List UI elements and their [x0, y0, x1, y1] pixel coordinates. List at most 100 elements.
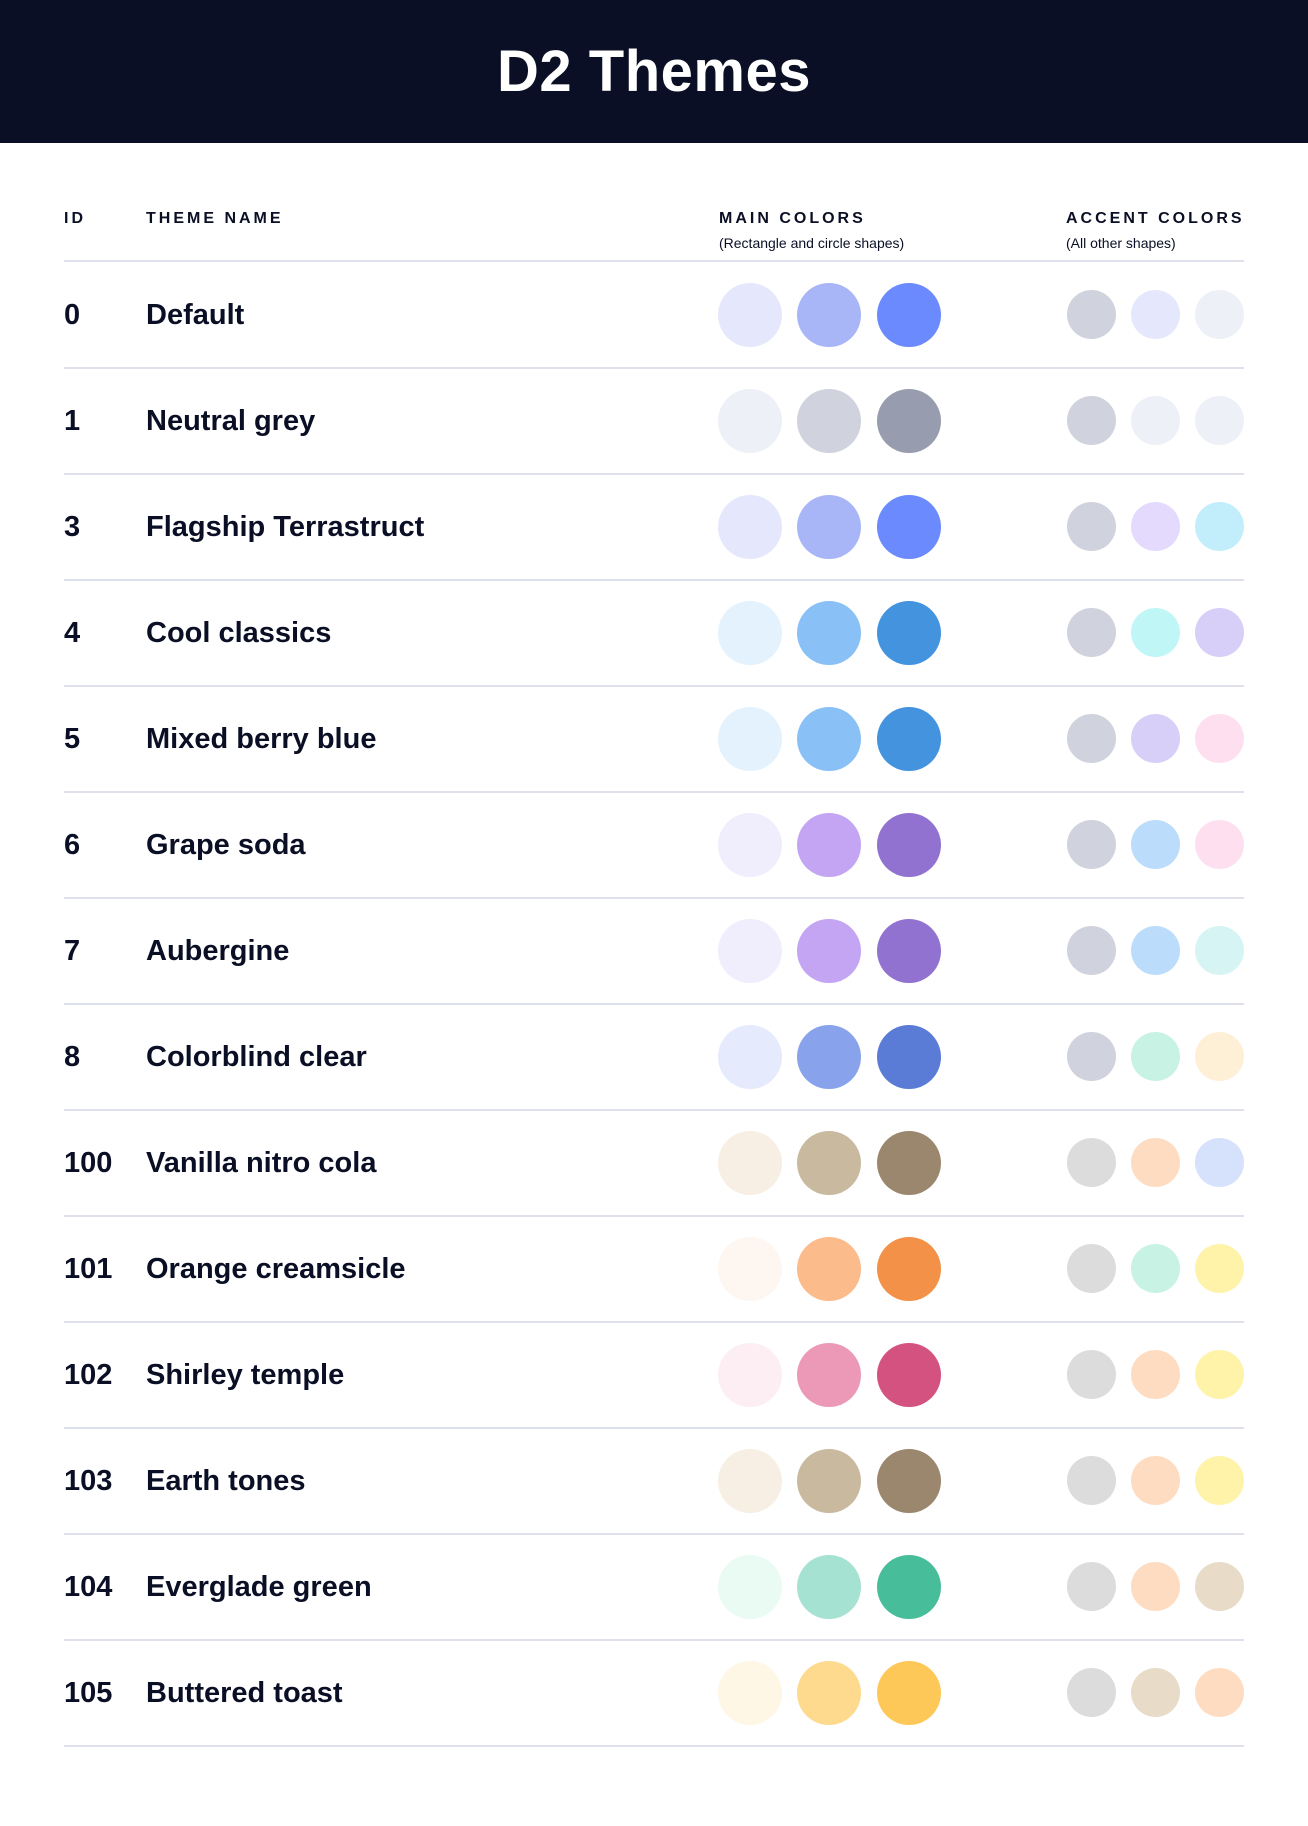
theme-name: Aubergine [146, 935, 290, 967]
theme-id: 104 [64, 1571, 113, 1603]
accent-color-swatch [1067, 1562, 1116, 1611]
column-header-main-colors: MAIN COLORS [719, 210, 866, 227]
accent-color-swatch [1067, 608, 1116, 657]
main-color-swatch [877, 919, 941, 983]
page-title: D2 Themes [497, 39, 811, 104]
accent-color-swatch [1131, 1350, 1180, 1399]
theme-row: 105 Buttered toast [0, 1640, 1308, 1747]
accent-color-swatch [1195, 714, 1244, 763]
theme-id: 100 [64, 1147, 113, 1179]
theme-name: Default [146, 299, 245, 331]
accent-color-swatch [1067, 1032, 1116, 1081]
theme-id: 6 [64, 829, 81, 861]
main-color-swatch [797, 601, 861, 665]
main-color-swatch [718, 1343, 782, 1407]
row-divider [64, 791, 1244, 793]
main-color-swatch [797, 707, 861, 771]
theme-name: Orange creamsicle [146, 1253, 406, 1285]
main-color-swatch [797, 1131, 861, 1195]
accent-color-swatch [1195, 502, 1244, 551]
accent-color-swatch [1131, 1032, 1180, 1081]
accent-color-swatch [1195, 608, 1244, 657]
accent-color-swatch [1131, 1138, 1180, 1187]
main-color-swatch [718, 601, 782, 665]
theme-id: 105 [64, 1677, 113, 1709]
row-divider [64, 1321, 1244, 1323]
accent-color-swatch [1067, 502, 1116, 551]
main-color-swatch [877, 495, 941, 559]
main-color-swatch [797, 1025, 861, 1089]
theme-id: 8 [64, 1041, 81, 1073]
accent-color-swatch [1195, 1562, 1244, 1611]
main-color-swatch [718, 389, 782, 453]
row-divider [64, 1215, 1244, 1217]
main-color-swatch [797, 1237, 861, 1301]
main-color-swatch [718, 495, 782, 559]
row-divider [64, 473, 1244, 475]
main-color-swatch [877, 1131, 941, 1195]
theme-row: 8 Colorblind clear [0, 1004, 1308, 1111]
main-color-swatch [718, 1555, 782, 1619]
theme-name: Colorblind clear [146, 1041, 367, 1073]
main-color-swatch [877, 707, 941, 771]
row-divider [64, 579, 1244, 581]
accent-color-swatch [1067, 1668, 1116, 1717]
theme-id: 1 [64, 405, 81, 437]
row-divider [64, 1745, 1244, 1747]
accent-color-swatch [1131, 926, 1180, 975]
theme-row: 6 Grape soda [0, 792, 1308, 899]
main-color-swatch [718, 1449, 782, 1513]
main-color-swatch [718, 707, 782, 771]
accent-color-swatch [1195, 290, 1244, 339]
theme-row: 4 Cool classics [0, 580, 1308, 687]
theme-name: Everglade green [146, 1571, 372, 1603]
accent-color-swatch [1067, 1244, 1116, 1293]
accent-color-swatch [1067, 926, 1116, 975]
theme-id: 3 [64, 511, 81, 543]
main-color-swatch [718, 1131, 782, 1195]
theme-id: 0 [64, 299, 81, 331]
title-banner: D2 Themes [0, 0, 1308, 143]
accent-color-swatch [1195, 396, 1244, 445]
accent-color-swatch [1195, 1032, 1244, 1081]
column-header-id: ID [64, 210, 86, 227]
accent-color-swatch [1067, 1350, 1116, 1399]
row-divider [64, 1427, 1244, 1429]
main-color-swatch [877, 1237, 941, 1301]
theme-name: Vanilla nitro cola [146, 1147, 377, 1179]
accent-color-swatch [1195, 1456, 1244, 1505]
accent-color-swatch [1131, 290, 1180, 339]
row-divider [64, 897, 1244, 899]
main-color-swatch [718, 1661, 782, 1725]
accent-color-swatch [1131, 396, 1180, 445]
main-color-swatch [877, 283, 941, 347]
main-color-swatch [797, 1449, 861, 1513]
accent-color-swatch [1195, 1244, 1244, 1293]
accent-color-swatch [1067, 1456, 1116, 1505]
theme-name: Shirley temple [146, 1359, 345, 1391]
accent-color-swatch [1067, 820, 1116, 869]
theme-name: Flagship Terrastruct [146, 511, 425, 543]
main-color-swatch [877, 1555, 941, 1619]
main-color-swatch [718, 1025, 782, 1089]
theme-row: 104 Everglade green [0, 1534, 1308, 1641]
accent-color-swatch [1067, 714, 1116, 763]
theme-id: 103 [64, 1465, 113, 1497]
theme-name: Mixed berry blue [146, 723, 377, 755]
main-color-swatch [877, 601, 941, 665]
theme-name: Buttered toast [146, 1677, 343, 1709]
accent-color-swatch [1195, 1138, 1244, 1187]
row-divider [64, 1109, 1244, 1111]
theme-name: Neutral grey [146, 405, 316, 437]
theme-name: Cool classics [146, 617, 332, 649]
main-color-swatch [718, 813, 782, 877]
accent-color-swatch [1067, 290, 1116, 339]
accent-color-swatch [1131, 1456, 1180, 1505]
column-header-accent-colors: ACCENT COLORS [1066, 210, 1245, 227]
theme-row: 0 Default [0, 262, 1308, 369]
theme-id: 7 [64, 935, 81, 967]
main-color-swatch [797, 389, 861, 453]
theme-row: 7 Aubergine [0, 898, 1308, 1005]
row-divider [64, 685, 1244, 687]
main-color-swatch [797, 495, 861, 559]
